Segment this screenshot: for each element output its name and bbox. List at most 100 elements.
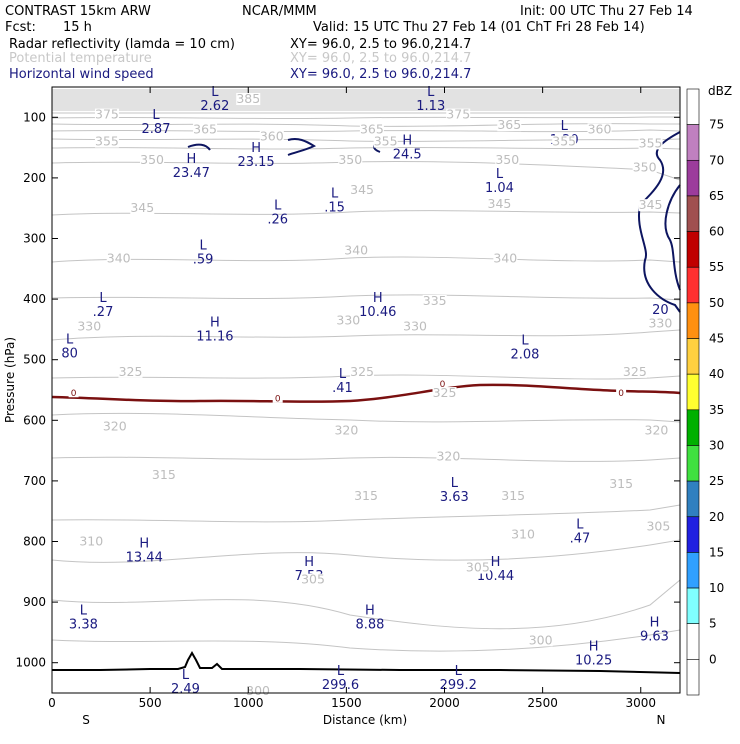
reflectivity-zero-line [51, 383, 681, 403]
wind-extremum-value: .27 [93, 305, 114, 320]
wind-contour-labels-layer: 20 [651, 303, 670, 318]
wind-extremum-value: 23.15 [237, 155, 274, 170]
wind-extremum-value: 9.63 [640, 629, 669, 644]
theta-label-bg [336, 314, 361, 327]
theta-label-bg [338, 153, 363, 166]
wind-extremum-value: 2.87 [142, 122, 171, 137]
terrain-surface [52, 650, 681, 674]
reflectivity-zero-label: 0 [71, 389, 77, 399]
theta-label-bg [350, 365, 375, 378]
colorbar-level-label: 75 [709, 118, 724, 132]
colorbar-bin [686, 623, 700, 660]
theta-label-bg [334, 424, 359, 437]
south-end-label: S [82, 713, 90, 727]
theta-contour-label: 340 [344, 243, 368, 258]
y-tick-label: 300 [23, 232, 46, 246]
colorbar-level-label: 70 [709, 153, 724, 167]
wind-contour-label: 20 [652, 303, 669, 318]
colorbar-bin [686, 266, 700, 304]
theta-label-bg [403, 320, 428, 333]
wind-extremum-type: H [210, 315, 220, 330]
wind-extremum-type: H [186, 152, 196, 167]
zero-label-bg [68, 388, 79, 398]
colorbar-unit: dBZ [708, 84, 732, 98]
theta-contour-label: 325 [623, 364, 647, 379]
theta-contour-label: 375 [446, 106, 470, 121]
theta-contour-label: 335 [423, 293, 447, 308]
theta-contour-label: 320 [645, 423, 669, 438]
theta-label-bg [246, 685, 271, 698]
wind-extremum-value: 1.04 [485, 181, 514, 196]
colorbar-level-label: 50 [709, 296, 724, 310]
theta-contour-label: 365 [193, 121, 217, 136]
theta-label-bg [493, 252, 518, 265]
theta-label-bg [79, 535, 104, 548]
y-tick-label: 200 [23, 171, 46, 185]
zero-label-bg [437, 379, 448, 389]
zero-label-bg [616, 388, 627, 398]
wind-extremum-value: .26 [267, 213, 288, 228]
theta-label-bg [436, 450, 461, 463]
colorbar-bin [686, 338, 700, 375]
theta-label-bg [587, 123, 612, 136]
theta-contour-label: 350 [495, 152, 519, 167]
wind-extremum-value: 24.5 [393, 148, 422, 163]
colorbar-bin [686, 516, 700, 553]
x-tick-label: 500 [139, 696, 162, 710]
theta-label-bg [552, 135, 577, 148]
colorbar-bin [686, 231, 700, 268]
wind-extremum-value: 3.63 [440, 490, 469, 505]
reflectivity-zero-label: 0 [275, 395, 281, 405]
theta-label-bg [465, 561, 490, 574]
colorbar-level-label: 60 [709, 225, 724, 239]
wind-extremum-value: .59 [193, 252, 214, 267]
theta-contour-label: 355 [552, 134, 576, 149]
wind-extremum-value: 11.16 [196, 329, 233, 344]
colorbar-level-label: 0 [709, 652, 717, 666]
theta-label-bg [77, 320, 102, 333]
theta-contour-label: 300 [246, 683, 270, 698]
theta-300 [51, 579, 681, 630]
theta-contour-label: 310 [511, 526, 535, 541]
wind-extremum-value: .47 [570, 531, 591, 546]
wind-extremum-type: H [491, 555, 501, 570]
y-tick-label: 100 [23, 110, 46, 124]
theta-label-bg [106, 252, 131, 265]
theta-contour-label: 325 [433, 385, 457, 400]
y-tick-label: 800 [23, 535, 46, 549]
theta-label-bg [422, 294, 447, 307]
wind-extremum-type: L [521, 334, 529, 349]
theta-label-bg [354, 490, 378, 503]
theta-label-bg [638, 137, 663, 150]
theta-label-bg [140, 153, 165, 166]
theta-label-bg [350, 184, 375, 197]
theta-label-bg [359, 123, 384, 136]
theta-label-bg [118, 365, 143, 378]
colorbar-bin [686, 159, 700, 197]
colorbar-bin [686, 409, 700, 446]
theta-label-bg [528, 634, 553, 647]
field-name-theta: Potential temperature [9, 51, 152, 66]
theta-label-bg [622, 365, 647, 378]
x-tick-label: 3000 [625, 696, 656, 710]
theta-label-bg [151, 468, 176, 481]
theta-contour-label: 355 [374, 134, 398, 149]
zero-label-bg [272, 393, 283, 403]
x-tick-label: 1000 [233, 696, 264, 710]
theta-contour-label: 325 [119, 364, 143, 379]
reflectivity-zero-label: 0 [440, 380, 446, 390]
theta-contour-label: 320 [334, 423, 358, 438]
colorbar-level-label: 35 [709, 403, 724, 417]
reflectivity-zero-label: 0 [618, 389, 624, 399]
theta-contour-label: 345 [639, 197, 663, 212]
wind-extremum-type: L [331, 186, 339, 201]
theta-label-bg [432, 387, 457, 400]
theta-contour-label: 360 [260, 129, 284, 144]
theta-label-bg [94, 135, 119, 148]
theta-label-bg [236, 93, 261, 106]
colorbar-bin [686, 480, 700, 518]
wind-extremum-type: H [365, 603, 375, 618]
y-tick-label: 1000 [15, 656, 46, 670]
field-xy-reflectivity: XY= 96.0, 2.5 to 96.0,214.7 [290, 37, 471, 52]
wind-extremum-value: 1.13 [416, 99, 445, 114]
